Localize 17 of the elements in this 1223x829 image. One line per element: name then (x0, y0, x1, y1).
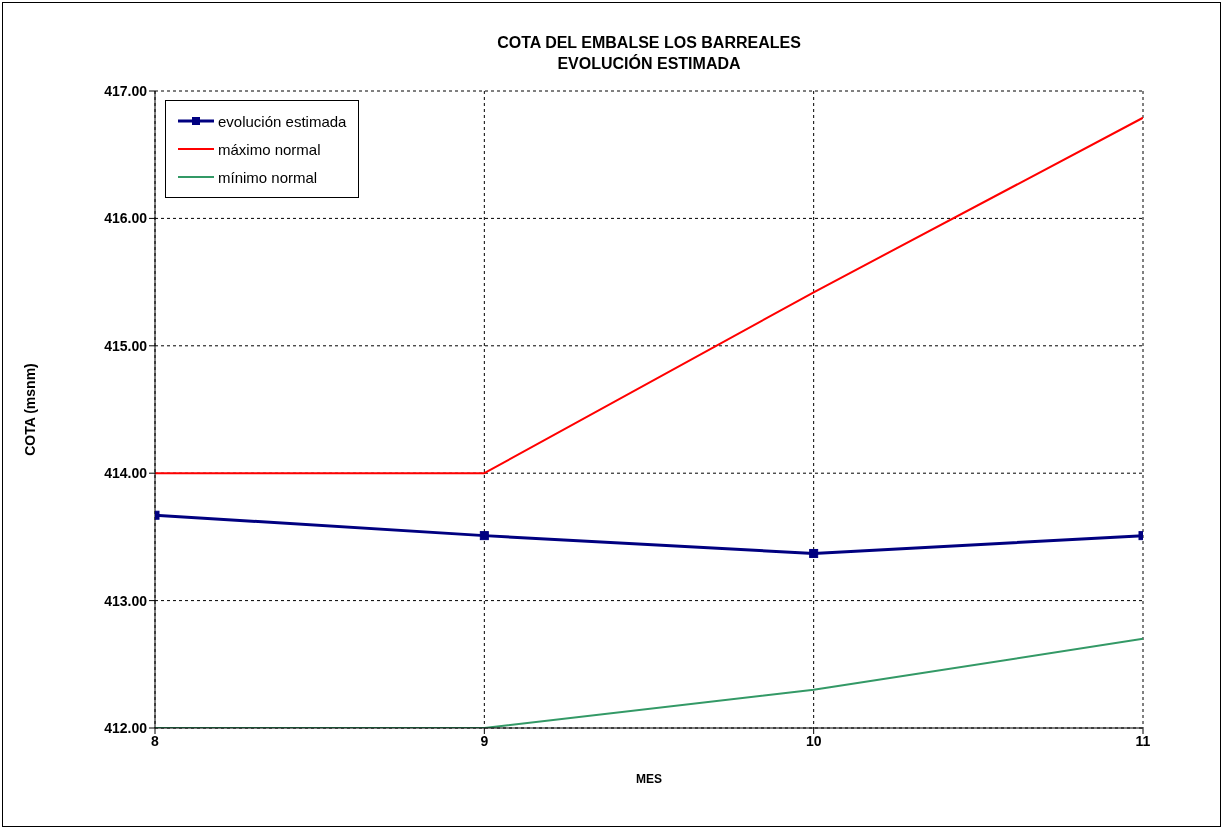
chart-subtitle: EVOLUCIÓN ESTIMADA (556, 53, 742, 74)
y-tick-label: 416.00 (104, 210, 148, 227)
x-tick-label: 11 (1135, 732, 1151, 749)
x-tick-label: 8 (151, 732, 160, 749)
chart-title: COTA DEL EMBALSE LOS BARREALES (496, 33, 802, 53)
legend-label: evolución estimada (218, 112, 347, 130)
x-tick-label: 10 (805, 732, 822, 749)
legend-label: mínimo normal (218, 168, 318, 186)
y-tick-label: 412.00 (104, 719, 148, 736)
x-axis-title: MES (635, 772, 663, 786)
y-tick-label: 413.00 (104, 592, 148, 609)
y-axis-title: COTA (msnm) (21, 363, 38, 456)
x-tick-label: 9 (480, 732, 489, 749)
y-tick-label: 414.00 (104, 465, 148, 482)
y-tick-label: 417.00 (104, 82, 148, 99)
legend-label: máximo normal (218, 140, 321, 158)
y-tick-label: 415.00 (104, 337, 148, 354)
